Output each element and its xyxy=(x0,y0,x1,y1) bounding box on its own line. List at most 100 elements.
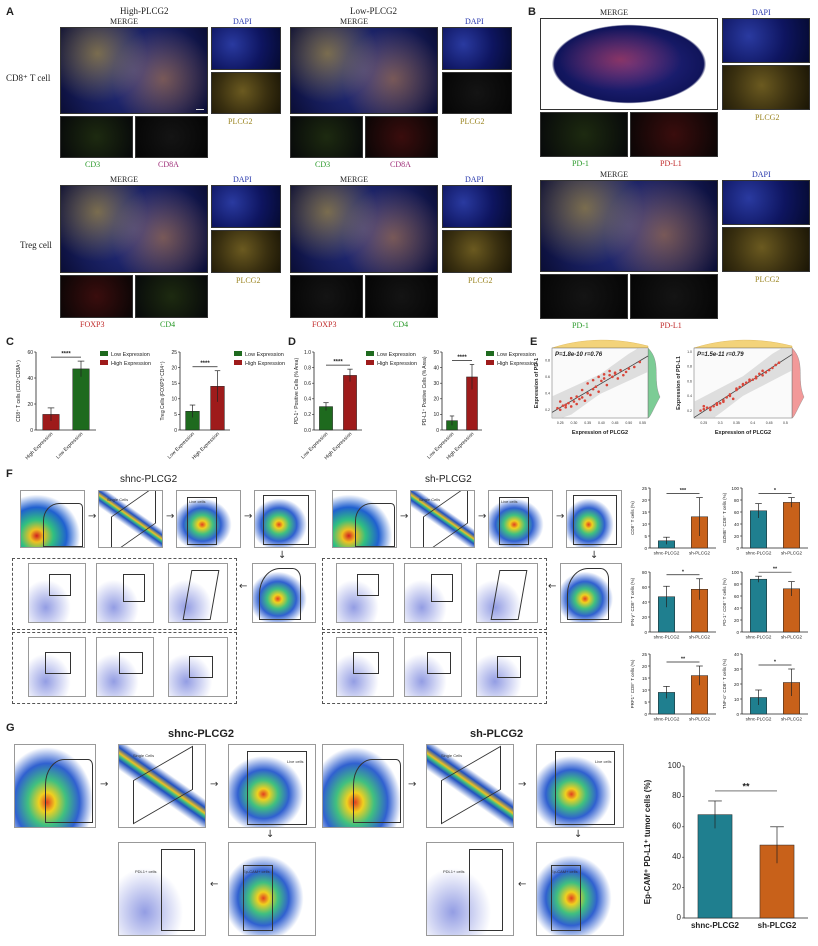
data-point xyxy=(702,407,706,411)
legend-swatch xyxy=(486,351,494,356)
arrow-icon: → xyxy=(400,511,409,522)
flow-plot-live-cells: Live cells xyxy=(536,744,624,828)
data-point xyxy=(564,405,568,409)
flow-plot-cd3 xyxy=(566,490,622,548)
data-point xyxy=(758,372,761,376)
data-point xyxy=(591,387,595,391)
y-tick-label: 25 xyxy=(642,486,648,491)
stats-annotation: P=1.5e-11 r=0.79 xyxy=(697,352,744,358)
y-tick-label: 40 xyxy=(734,652,740,657)
y-tick-label: 20 xyxy=(642,615,648,620)
cd8a-label: CD8A xyxy=(390,160,411,169)
dapi-image xyxy=(442,27,512,70)
y-axis-label: TNF-α⁺ CD8⁺ T cells (%) xyxy=(722,658,727,709)
dapi-image xyxy=(722,18,810,63)
y-tick-label: 10 xyxy=(642,522,648,527)
data-point xyxy=(718,401,722,405)
x-tick-label: 0.55 xyxy=(639,421,646,425)
arrow-icon: → xyxy=(478,511,487,522)
y-tick-label: 60 xyxy=(27,350,33,356)
chart-f-pd1: 0 20 40 60 80 100 PD-1⁺ CD8⁺ T cells (%) shnc-P… xyxy=(722,567,808,640)
y-tick-label: 0.8 xyxy=(304,365,311,371)
data-point xyxy=(564,403,568,407)
plcg2-image xyxy=(442,72,512,114)
plcg2-label: PLCG2 xyxy=(228,117,253,126)
data-point xyxy=(586,382,589,385)
x-tick-label: shnc-PLCG2 xyxy=(654,717,680,722)
dapi-label: DAPI xyxy=(233,17,252,26)
y-tick-label: 15 xyxy=(171,381,177,387)
flow-plot-marker xyxy=(404,637,462,697)
cd4-label: CD4 xyxy=(160,320,176,329)
y-tick-label: 20 xyxy=(734,618,740,623)
y-axis-label: PD-L1⁺ Positive Cells (% Area) xyxy=(422,356,428,425)
pd1-label: PD-1 xyxy=(572,321,589,330)
data-point xyxy=(761,373,764,377)
x-tick-label: Low Expression xyxy=(55,431,84,460)
merge-label: MERGE xyxy=(600,170,628,179)
flow-plot-epcam: Ep-CAM+ cells xyxy=(228,842,316,936)
cd4-label: CD4 xyxy=(393,320,409,329)
y-tick-label: 40 xyxy=(734,606,740,611)
marginal-density-y xyxy=(647,347,661,419)
x-tick-label: 0.50 xyxy=(625,421,632,425)
data-point xyxy=(744,381,748,384)
merge-label: MERGE xyxy=(340,175,368,184)
sh-title: sh-PLCG2 xyxy=(425,474,472,485)
arrow-icon: ← xyxy=(210,879,219,890)
y-tick-label: 30 xyxy=(734,667,740,672)
chart-c-treg: 0 5 10 15 20 25 Treg Cells (FOXP3⁺CD4⁺) Low Exp… xyxy=(160,350,285,460)
cd8-row-label: CD8⁺ T cell xyxy=(6,73,51,83)
dashed-gate-group xyxy=(12,558,237,630)
y-tick-label: 5 xyxy=(644,700,647,705)
data-point xyxy=(575,395,578,398)
data-point xyxy=(735,387,738,390)
data-point xyxy=(712,404,715,408)
y-axis-label: PD-1⁺ CD8⁺ T cells (%) xyxy=(722,578,727,626)
chart-f-cd8: 0 5 10 15 20 25 CD8⁺ T cells (%) shnc-PLCG2 sh-P… xyxy=(630,486,716,556)
data-point xyxy=(605,383,609,387)
x-tick-label: 0.3 xyxy=(718,421,723,425)
y-tick-label: 15 xyxy=(642,510,648,515)
y-tick-label: 15 xyxy=(642,676,648,681)
x-tick-label: 0.35 xyxy=(584,421,591,425)
flow-plot-single-cells: Single Cells xyxy=(426,744,514,828)
significance-label: **** xyxy=(333,360,343,366)
y-tick-label: 10 xyxy=(734,697,740,702)
cd8a-label: CD8A xyxy=(158,160,179,169)
cd3-label: CD3 xyxy=(85,160,101,169)
significance-label: ** xyxy=(742,781,750,791)
data-point xyxy=(627,367,631,370)
dapi-label: DAPI xyxy=(233,175,252,184)
dapi-label: DAPI xyxy=(465,175,484,184)
cd3-label: CD3 xyxy=(315,160,331,169)
flow-plot-cd8 xyxy=(168,563,228,623)
pdl1-label: PD-L1 xyxy=(660,159,682,168)
data-point xyxy=(624,370,628,374)
flow-plot-epcam: Ep-CAM+ cells xyxy=(536,842,624,936)
legend-swatch xyxy=(486,360,494,365)
data-point xyxy=(722,399,725,402)
chart-e-pd1-scatter: P=1.8e-10 r=0.76 0.25 0.30 0.35 0.40 0.45 0.50… xyxy=(534,339,661,436)
bar xyxy=(783,502,800,549)
y-tick-label: 0.4 xyxy=(687,394,692,398)
x-tick-label: sh-PLCG2 xyxy=(781,717,803,722)
plcg2-image xyxy=(442,230,512,273)
x-tick-label: 0.45 xyxy=(766,421,773,425)
plcg2-label: PLCG2 xyxy=(755,275,780,284)
y-tick-label: 40 xyxy=(27,376,33,382)
y-tick-label: 100 xyxy=(668,761,682,770)
legend-label: High Expression xyxy=(377,361,417,367)
data-point xyxy=(594,385,598,389)
panel-label-c: C xyxy=(6,336,14,348)
x-tick-label: sh-PLCG2 xyxy=(689,551,711,556)
data-point xyxy=(589,393,592,397)
data-point xyxy=(748,378,751,381)
data-point xyxy=(616,377,620,380)
data-point xyxy=(556,406,559,410)
merge-image xyxy=(540,180,718,272)
y-tick-label: 20 xyxy=(672,882,681,891)
y-tick-label: 0 xyxy=(644,630,647,635)
arrow-icon: → xyxy=(210,779,219,790)
dapi-label: DAPI xyxy=(465,17,484,26)
